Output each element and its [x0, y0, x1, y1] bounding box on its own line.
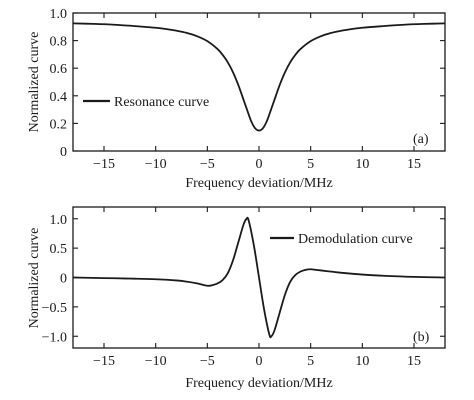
panel-b-x-tick-labels: −15 −10 −5 0 5 10 15	[93, 354, 421, 369]
panel-b: −15 −10 −5 0 5 10 15 −1.0 −0.5 0 0.5 1.0 Demodulat…	[27, 206, 446, 391]
y-tick-label: 0.8	[50, 35, 68, 50]
x-tick-label: −15	[93, 157, 115, 172]
panel-b-y-axis-title: Normalized curve	[27, 228, 42, 329]
panel-a-resonance-curve-line	[72, 22, 446, 132]
x-tick-label: −15	[93, 354, 115, 369]
x-tick-label: −10	[145, 157, 167, 172]
panel-b-y-tick-labels: −1.0 −0.5 0 0.5 1.0	[42, 213, 67, 346]
x-tick-label: 0	[256, 354, 263, 369]
panel-a-y-axis-title: Normalized curve	[27, 32, 42, 133]
panel-a-x-tick-labels: −15 −10 −5 0 5 10 15	[93, 157, 421, 172]
y-tick-label: −1.0	[42, 330, 67, 345]
x-tick-label: 10	[355, 354, 369, 369]
x-tick-label: 10	[355, 157, 369, 172]
panel-a: −15 −10 −5 0 5 10 15 0 0.2 0.4 0.6 0.8 1.0 Resonanc…	[27, 7, 446, 191]
y-tick-label: 0.5	[50, 242, 68, 257]
y-tick-label: −0.5	[42, 301, 67, 316]
panel-b-panel-label: (b)	[413, 330, 430, 345]
y-tick-label: 0.6	[50, 62, 68, 77]
x-tick-label: −5	[200, 157, 215, 172]
panel-b-demodulation-curve-line	[72, 216, 446, 339]
x-tick-label: −5	[200, 354, 215, 369]
panel-a-ticks	[73, 12, 445, 152]
panel-b-ticks	[73, 207, 445, 348]
panel-a-x-axis-title: Frequency deviation/MHz	[185, 176, 332, 191]
panel-b-x-axis-title: Frequency deviation/MHz	[185, 376, 332, 391]
panel-b-legend-label: Demodulation curve	[298, 232, 413, 247]
y-tick-label: 0.4	[50, 90, 68, 105]
x-tick-label: 5	[307, 157, 314, 172]
panel-a-panel-label: (a)	[413, 132, 429, 147]
x-tick-label: 15	[407, 354, 421, 369]
panel-a-y-tick-labels: 0 0.2 0.4 0.6 0.8 1.0	[50, 7, 68, 160]
y-tick-label: 0.2	[50, 117, 68, 132]
panel-a-legend-label: Resonance curve	[114, 95, 209, 110]
x-tick-label: 0	[256, 157, 263, 172]
y-tick-label: 1.0	[50, 7, 68, 22]
x-tick-label: 5	[307, 354, 314, 369]
x-tick-label: −10	[145, 354, 167, 369]
y-tick-label: 0	[60, 272, 67, 287]
x-tick-label: 15	[407, 157, 421, 172]
y-tick-label: 0	[60, 145, 67, 160]
y-tick-label: 1.0	[50, 213, 68, 228]
